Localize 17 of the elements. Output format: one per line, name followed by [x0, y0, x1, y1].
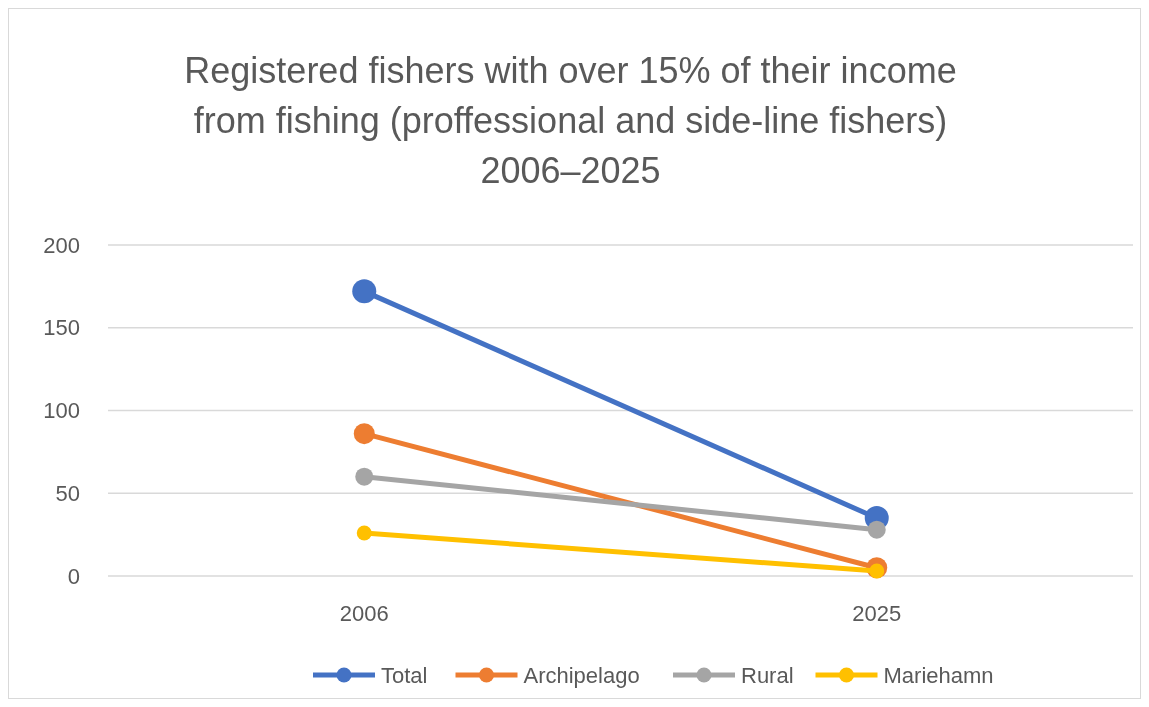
legend-label: Mariehamn [883, 662, 994, 688]
point [353, 423, 375, 445]
x-tick-label: 2006 [339, 601, 389, 626]
point [356, 525, 372, 541]
y-tick-label: 50 [55, 480, 80, 506]
legend-label: Total [381, 662, 428, 688]
point [867, 520, 886, 539]
legend-label: Archipelago [523, 662, 640, 688]
x-tick-label: 2025 [852, 601, 902, 626]
y-tick-label: 0 [67, 563, 80, 589]
y-tick-label: 100 [43, 398, 80, 424]
point [355, 467, 374, 486]
chart-title: Registered fishers with over 15% of their income from fishing (proffessional and side-line fishers) 2006–2025 [184, 50, 957, 191]
y-tick-label: 150 [43, 315, 80, 341]
point [352, 279, 377, 304]
y-tick-label: 200 [43, 232, 80, 258]
legend-label: Rural [741, 662, 794, 688]
